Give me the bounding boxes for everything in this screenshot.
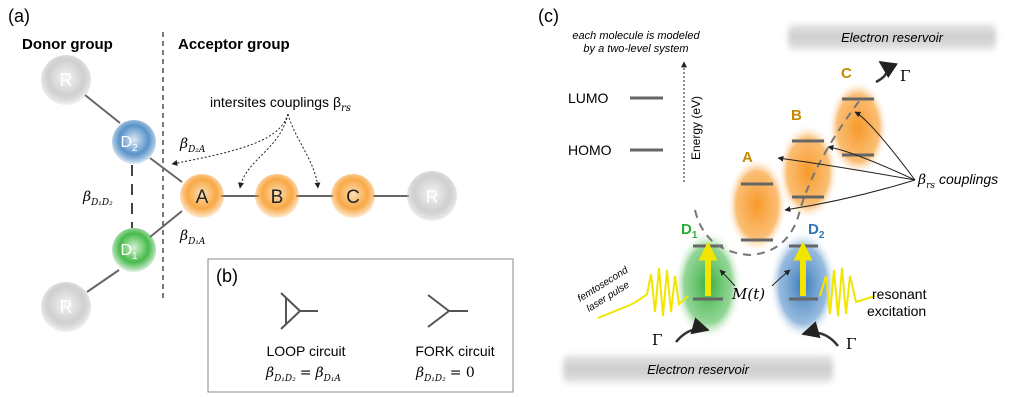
site-c-cloud xyxy=(828,80,888,176)
svg-text:R: R xyxy=(60,70,73,90)
coupling-arrow-ab xyxy=(238,113,289,189)
loop-circuit-equation: βD₁D₂ = βD₁A xyxy=(265,365,341,384)
beta-d1d2-label: βD₁D₂ xyxy=(82,189,113,208)
panel-b-box xyxy=(207,258,514,393)
node-c: C xyxy=(331,174,375,218)
beta-d1a-label: βD₁A xyxy=(179,228,206,247)
loop-circuit-icon xyxy=(280,292,318,330)
gamma-d2-label: Γ xyxy=(846,335,856,353)
site-c-label: C xyxy=(841,65,852,82)
node-r-bottom: R xyxy=(41,282,91,332)
fork-circuit-name: FORK circuit xyxy=(415,343,494,359)
node-d1: D1 xyxy=(112,228,156,272)
svg-text:C: C xyxy=(346,187,360,208)
site-a-cloud xyxy=(727,157,787,253)
panel-a: (a) Donor group Acceptor group R D2 D1 R xyxy=(8,6,457,332)
site-b-label: B xyxy=(791,107,802,124)
model-note-line1: each molecule is modeled xyxy=(572,30,700,42)
node-b: B xyxy=(255,174,299,218)
site-d1-label: D1 xyxy=(681,221,698,241)
bond-r-d2 xyxy=(84,94,121,124)
resonant-line1: resonant xyxy=(872,286,927,302)
loop-circuit-name: LOOP circuit xyxy=(266,343,345,359)
panel-c-label: (c) xyxy=(538,6,559,26)
bond-d1-a xyxy=(149,210,183,238)
panel-c: (c) each molecule is modeled by a two-le… xyxy=(538,6,998,383)
gamma-arrow-c xyxy=(875,60,898,84)
electron-reservoir-bottom: Electron reservoir xyxy=(563,355,833,383)
coupling-arrow-d2a xyxy=(171,113,289,166)
dipole-arrow-left xyxy=(719,269,736,287)
gamma-arrow-d1 xyxy=(675,317,710,343)
homo-label: HOMO xyxy=(568,142,612,158)
node-a: A xyxy=(180,174,224,218)
gamma-d1-label: Γ xyxy=(652,331,662,349)
panel-a-label: (a) xyxy=(8,6,30,26)
node-d2: D2 xyxy=(112,120,156,164)
laser-pulse-left xyxy=(597,267,689,319)
svg-text:Electron reservoir: Electron reservoir xyxy=(841,30,944,45)
dipole-label: M(t) xyxy=(731,285,765,303)
acceptor-group-heading: Acceptor group xyxy=(178,36,290,53)
gamma-c-label: Γ xyxy=(900,67,910,85)
gamma-arrow-d2 xyxy=(801,321,839,347)
svg-text:Electron reservoir: Electron reservoir xyxy=(647,362,750,377)
lumo-label: LUMO xyxy=(568,90,609,106)
svg-text:R: R xyxy=(60,297,73,317)
bond-d1-r xyxy=(86,269,120,293)
beta-rs-arrows xyxy=(777,111,916,213)
electron-reservoir-top: Electron reservoir xyxy=(788,24,996,50)
node-r-top: R xyxy=(41,55,91,105)
panel-b-label: (b) xyxy=(216,266,238,286)
fork-circuit-icon xyxy=(427,294,468,328)
model-note-line2: by a two-level system xyxy=(583,43,688,55)
energy-axis-label: Energy (eV) xyxy=(689,96,703,160)
svg-text:R: R xyxy=(426,187,439,207)
svg-text:A: A xyxy=(196,187,209,208)
laser-pulse-right xyxy=(819,267,876,317)
bond-d2-a xyxy=(149,157,183,183)
node-r-right: R xyxy=(407,171,457,221)
couplings-label: βrs couplings xyxy=(917,171,998,191)
intersite-couplings-label: intersites couplings βrs xyxy=(210,94,351,114)
dipole-arrow-right xyxy=(771,269,791,287)
svg-text:D2: D2 xyxy=(120,134,138,154)
transport-path-dashed xyxy=(694,99,861,257)
svg-text:D1: D1 xyxy=(120,242,138,262)
resonant-line2: excitation xyxy=(867,303,926,319)
panel-b: (b) LOOP circuit βD₁D₂ = βD₁A FORK circuit… xyxy=(207,258,514,393)
site-a-label: A xyxy=(742,149,753,166)
svg-text:B: B xyxy=(271,187,284,208)
site-d2-label: D2 xyxy=(808,221,825,241)
fork-circuit-equation: βD₁D₂ = 0 xyxy=(415,365,475,384)
coupling-arrow-bc xyxy=(287,113,321,189)
donor-group-heading: Donor group xyxy=(22,36,113,53)
beta-d2a-label: βD₂A xyxy=(179,136,206,155)
